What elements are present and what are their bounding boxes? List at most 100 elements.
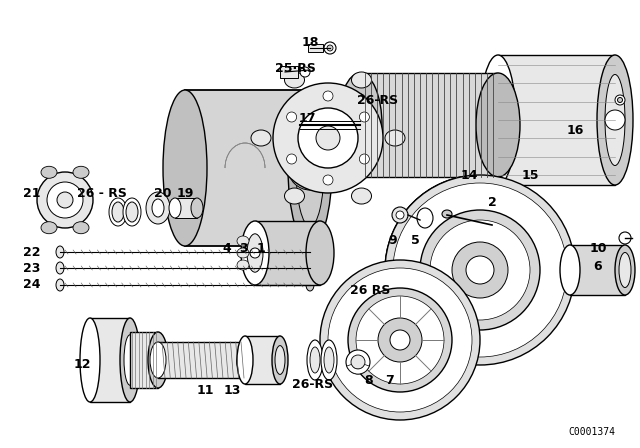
Circle shape — [250, 248, 260, 258]
Circle shape — [360, 112, 369, 122]
Text: 23: 23 — [23, 262, 41, 275]
Ellipse shape — [237, 236, 249, 246]
Circle shape — [452, 242, 508, 298]
Circle shape — [396, 211, 404, 219]
Ellipse shape — [237, 260, 249, 270]
Text: 19: 19 — [176, 186, 194, 199]
Circle shape — [319, 153, 325, 159]
Ellipse shape — [237, 342, 253, 378]
Ellipse shape — [560, 245, 580, 295]
Circle shape — [298, 108, 358, 168]
Ellipse shape — [480, 55, 516, 185]
Text: 15: 15 — [521, 168, 539, 181]
Ellipse shape — [285, 72, 305, 88]
Ellipse shape — [296, 109, 324, 227]
Ellipse shape — [348, 94, 372, 156]
Circle shape — [47, 182, 83, 218]
Ellipse shape — [476, 73, 520, 177]
Bar — [570, 245, 625, 295]
Text: 24: 24 — [23, 279, 41, 292]
Ellipse shape — [148, 332, 168, 388]
Ellipse shape — [351, 188, 371, 204]
Ellipse shape — [310, 347, 320, 373]
Text: 12: 12 — [73, 358, 91, 371]
Ellipse shape — [330, 113, 340, 137]
Text: 26-RS: 26-RS — [292, 379, 333, 392]
Ellipse shape — [348, 113, 358, 137]
Text: 21: 21 — [23, 186, 41, 199]
Ellipse shape — [56, 262, 64, 274]
Ellipse shape — [351, 72, 371, 88]
Ellipse shape — [306, 246, 314, 258]
Ellipse shape — [73, 222, 89, 234]
Ellipse shape — [345, 276, 365, 304]
Circle shape — [295, 177, 301, 183]
Circle shape — [288, 146, 332, 190]
Ellipse shape — [306, 221, 334, 285]
Text: 25·RS: 25·RS — [275, 61, 316, 74]
Wedge shape — [385, 177, 480, 364]
Circle shape — [57, 192, 73, 208]
Circle shape — [323, 175, 333, 185]
Ellipse shape — [112, 202, 124, 222]
Circle shape — [390, 330, 410, 350]
Circle shape — [316, 126, 340, 150]
Text: 1: 1 — [257, 241, 266, 254]
Circle shape — [378, 318, 422, 362]
Ellipse shape — [120, 318, 140, 402]
Ellipse shape — [163, 90, 207, 246]
Circle shape — [618, 98, 623, 103]
Text: 16: 16 — [566, 124, 584, 137]
Ellipse shape — [349, 281, 361, 299]
Ellipse shape — [152, 199, 164, 217]
Ellipse shape — [146, 192, 170, 224]
Ellipse shape — [597, 55, 633, 185]
Circle shape — [346, 350, 370, 374]
Bar — [308, 44, 323, 52]
Circle shape — [430, 220, 530, 320]
Bar — [360, 73, 498, 177]
Ellipse shape — [191, 198, 203, 218]
Ellipse shape — [345, 107, 361, 143]
Text: 17: 17 — [298, 112, 316, 125]
Ellipse shape — [324, 347, 334, 373]
Ellipse shape — [619, 253, 631, 288]
Ellipse shape — [306, 262, 314, 274]
Wedge shape — [385, 177, 470, 364]
Ellipse shape — [615, 245, 635, 295]
Text: 13: 13 — [223, 383, 241, 396]
Ellipse shape — [442, 210, 452, 218]
Ellipse shape — [272, 336, 288, 384]
Text: 3: 3 — [240, 241, 248, 254]
Ellipse shape — [307, 340, 323, 380]
Circle shape — [605, 110, 625, 130]
Text: 4: 4 — [223, 241, 232, 254]
Wedge shape — [347, 364, 369, 374]
Circle shape — [420, 210, 540, 330]
Circle shape — [319, 177, 325, 183]
Circle shape — [360, 154, 369, 164]
Circle shape — [327, 45, 333, 51]
Ellipse shape — [327, 107, 343, 143]
Bar — [185, 90, 310, 246]
Circle shape — [354, 119, 366, 131]
Circle shape — [300, 158, 320, 178]
Bar — [280, 66, 298, 78]
Circle shape — [323, 91, 333, 101]
Bar — [255, 221, 320, 285]
Circle shape — [273, 83, 383, 193]
Ellipse shape — [237, 336, 253, 384]
Circle shape — [615, 95, 625, 105]
Ellipse shape — [150, 342, 166, 378]
Bar — [498, 55, 615, 185]
Circle shape — [348, 288, 452, 392]
Ellipse shape — [124, 335, 136, 385]
Circle shape — [619, 232, 631, 244]
Ellipse shape — [385, 130, 405, 146]
Ellipse shape — [285, 188, 305, 204]
Circle shape — [466, 256, 494, 284]
Ellipse shape — [605, 74, 625, 165]
Ellipse shape — [241, 221, 269, 285]
Bar — [245, 336, 280, 384]
Text: 5: 5 — [411, 233, 419, 246]
